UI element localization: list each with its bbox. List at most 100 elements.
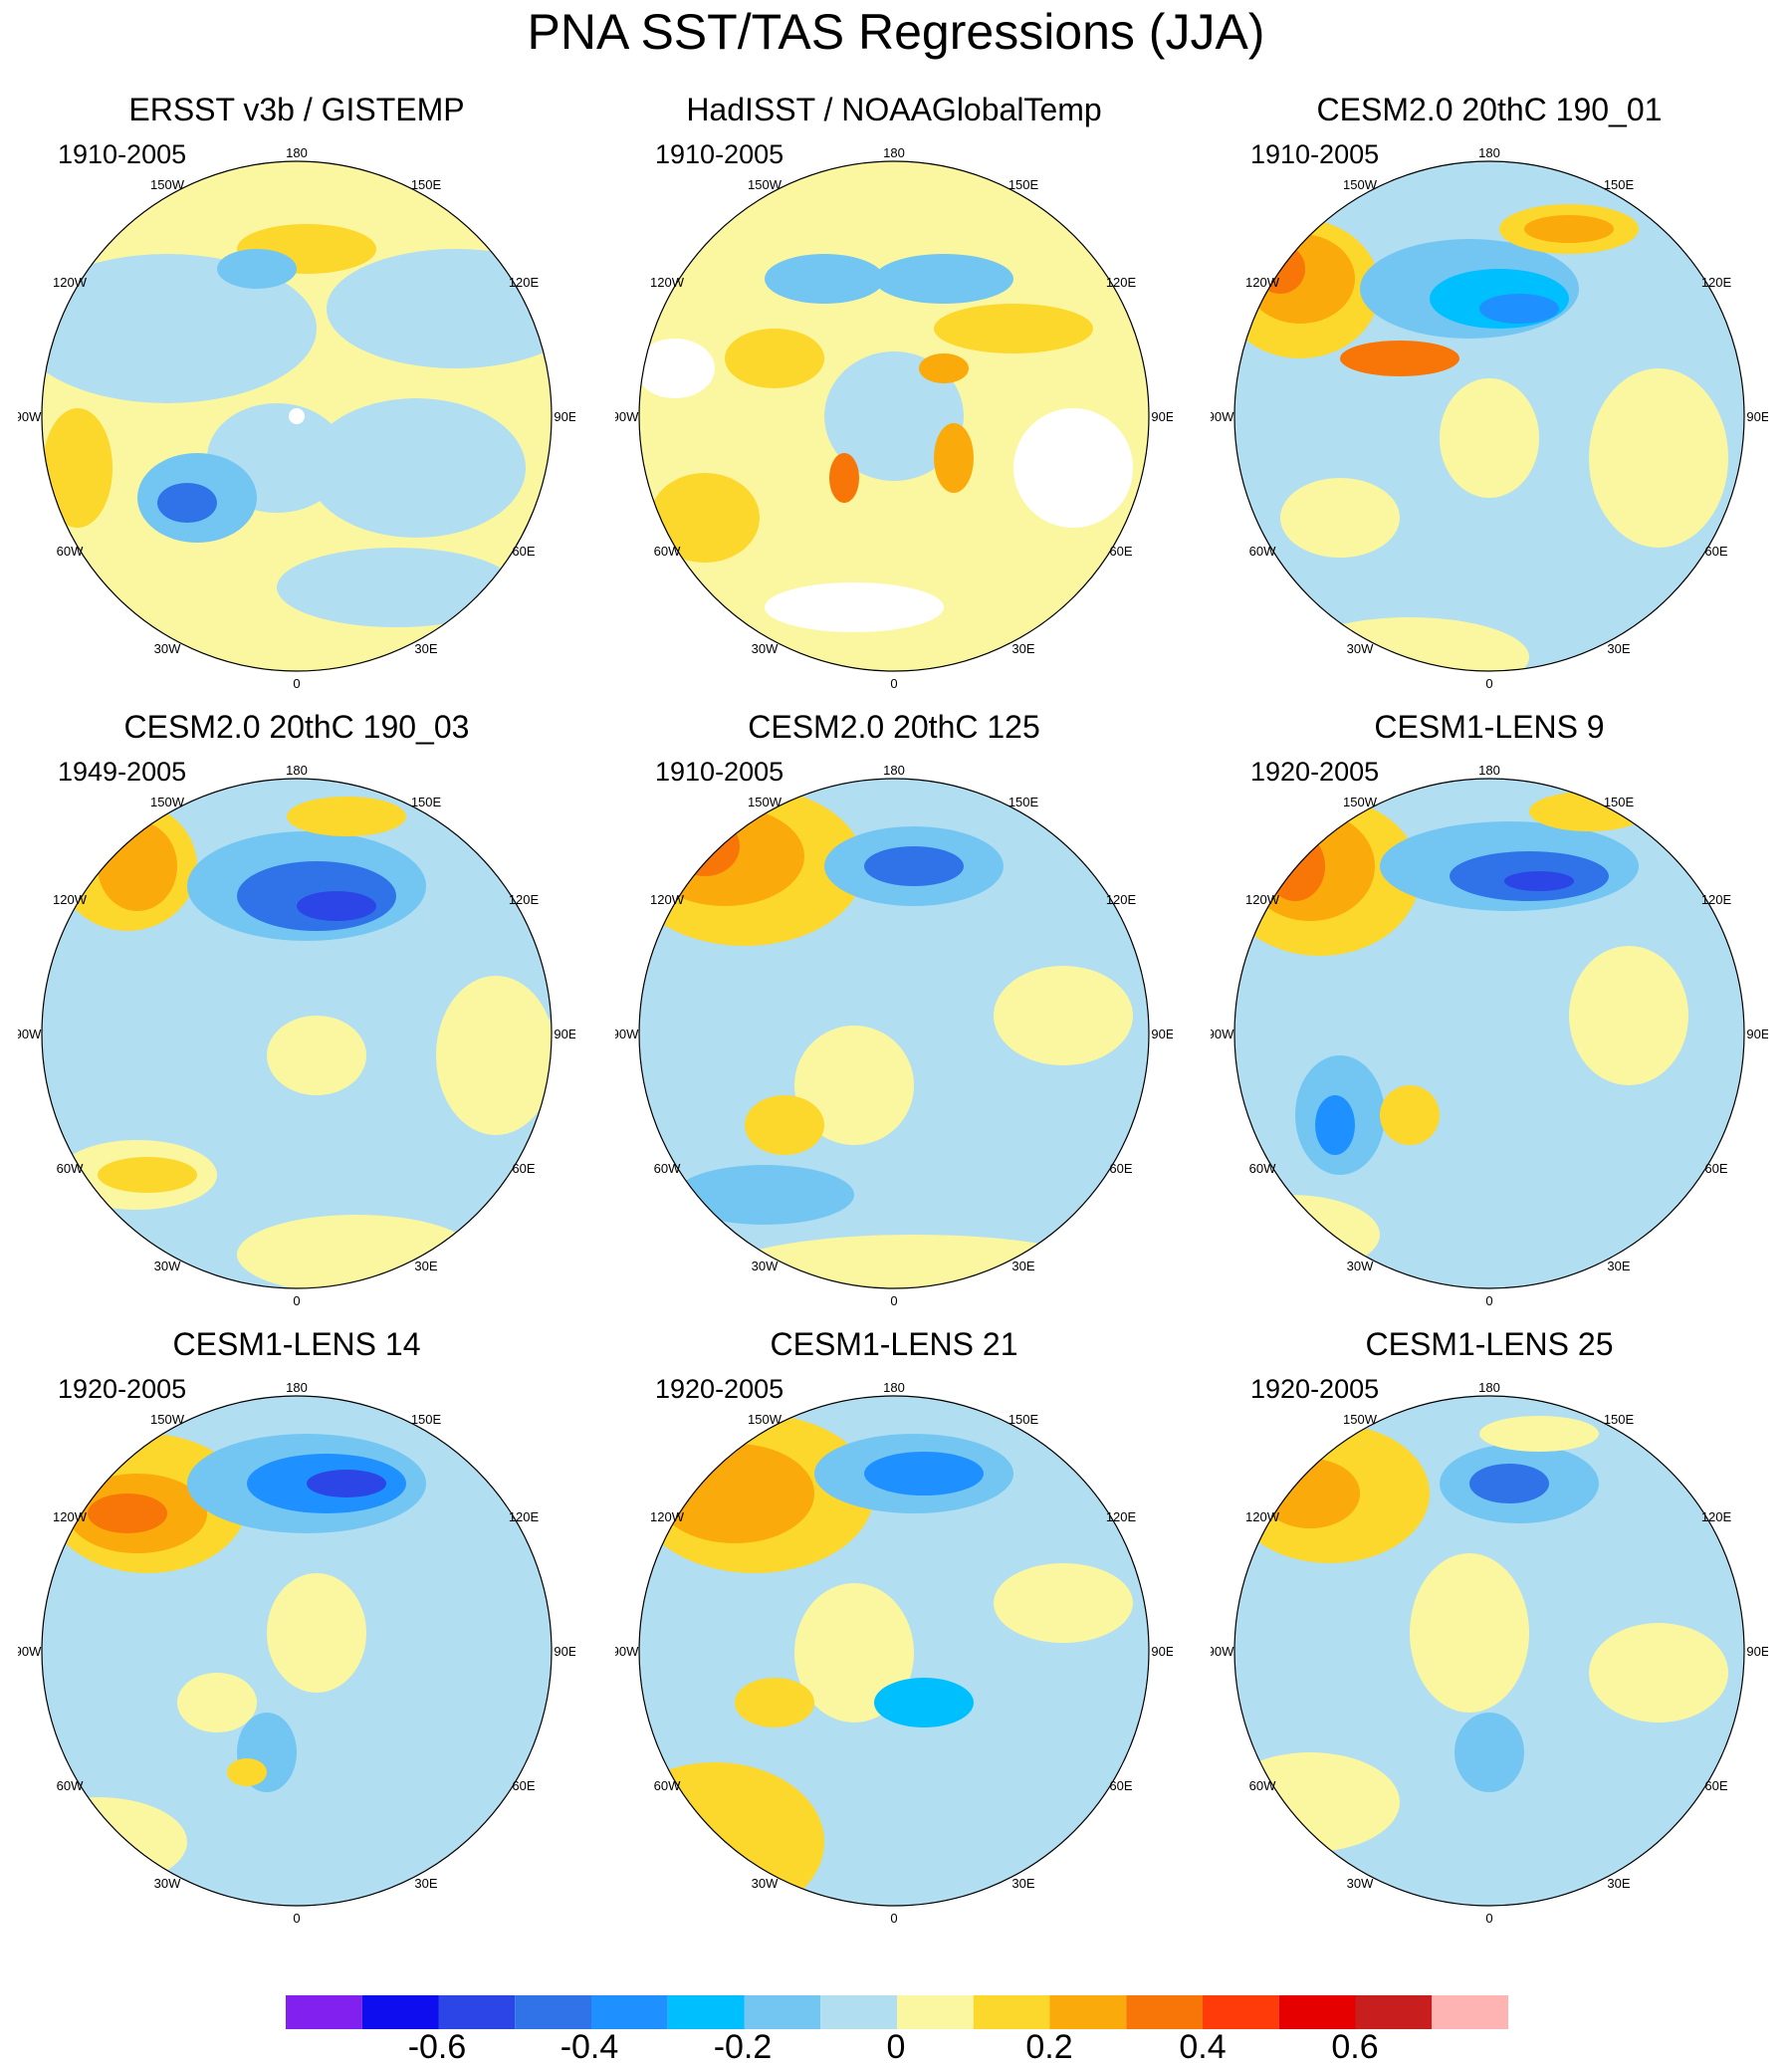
lon-label: 30W: [752, 1876, 779, 1891]
colorbar-tick-label: 0.6: [1331, 2028, 1379, 2066]
lon-label: 120W: [650, 275, 685, 290]
lon-label: 90E: [554, 1644, 575, 1659]
panel-title: CESM2.0 20thC 125: [748, 709, 1040, 745]
colorbar-swatch: [667, 1995, 745, 2029]
lon-label: 150E: [411, 795, 442, 809]
lon-label: 150E: [1604, 177, 1635, 192]
lon-label: 0: [1485, 1293, 1492, 1308]
lon-label: 150W: [748, 1412, 783, 1427]
lon-label: 60W: [57, 1161, 84, 1176]
lon-label: 180: [286, 763, 308, 778]
lon-label: 120E: [1701, 275, 1732, 290]
lon-label: 90W: [615, 1027, 639, 1041]
colorbar-swatch: [820, 1995, 897, 2029]
map-panel: CESM2.0 20thC 190_01 1910-2005 180 150E …: [1211, 90, 1768, 697]
lon-label: 60W: [654, 544, 681, 559]
lon-label: 180: [286, 145, 308, 160]
lon-label: 120W: [1245, 1509, 1280, 1524]
lon-label: 60E: [1109, 544, 1132, 559]
period-label: 1920-2005: [58, 1374, 187, 1404]
lon-label: 30W: [752, 1259, 779, 1273]
lon-label: 60W: [1249, 1161, 1276, 1176]
period-label: 1910-2005: [58, 139, 187, 169]
lon-label: 120W: [1245, 892, 1280, 907]
lon-label: 150E: [1008, 177, 1039, 192]
lon-label: 30E: [1607, 641, 1630, 656]
colorbar-tick-label: -0.2: [713, 2028, 773, 2066]
lon-label: 180: [1478, 1380, 1500, 1395]
lon-label: 180: [883, 763, 905, 778]
lon-label: 0: [890, 676, 897, 691]
lon-label: 30E: [1607, 1876, 1630, 1891]
lon-label: 90E: [1746, 1644, 1768, 1659]
polar-map: 180 150E 120E 90E 60E 30E 0 30W 60W 90W …: [1211, 763, 1768, 1308]
period-label: 1920-2005: [1250, 757, 1380, 787]
lon-label: 30W: [752, 641, 779, 656]
colorbar-swatch: [1203, 1995, 1279, 2029]
colorbar-swatch: [591, 1995, 668, 2029]
lon-label: 90W: [1211, 1027, 1234, 1041]
colorbar-swatch: [744, 1995, 821, 2029]
lon-label: 120W: [53, 275, 88, 290]
lon-label: 150W: [1343, 795, 1378, 809]
lon-label: 60W: [57, 544, 84, 559]
map-panel: CESM1-LENS 21 1920-2005 180 150E 120E 90…: [615, 1324, 1173, 1932]
lon-label: 30W: [154, 1876, 181, 1891]
colorbar-tick-label: -0.4: [560, 2028, 619, 2066]
lon-label: 90E: [1746, 409, 1768, 424]
lon-label: 60W: [1249, 544, 1276, 559]
lon-label: 30E: [414, 1876, 437, 1891]
lon-label: 0: [890, 1293, 897, 1308]
colorbar-swatch: [438, 1995, 516, 2029]
polar-map: 180 150E 120E 90E 60E 30E 0 30W 60W 90W …: [615, 145, 1173, 691]
colorbar-swatch: [1126, 1995, 1203, 2029]
colorbar-swatch: [286, 1995, 362, 2029]
lon-label: 180: [1478, 145, 1500, 160]
lon-label: 60W: [654, 1778, 681, 1793]
lon-label: 90E: [1151, 1027, 1173, 1041]
period-label: 1920-2005: [1250, 1374, 1380, 1404]
lon-label: 0: [293, 1911, 300, 1926]
lon-label: 150W: [150, 177, 185, 192]
lon-label: 120W: [650, 892, 685, 907]
lon-label: 0: [1485, 1911, 1492, 1926]
lon-label: 150E: [411, 177, 442, 192]
lon-label: 120E: [1701, 1509, 1732, 1524]
lon-label: 90W: [18, 409, 42, 424]
lon-label: 120E: [1106, 1509, 1137, 1524]
map-panel: CESM2.0 20thC 125 1910-2005 180 150E 120…: [615, 707, 1173, 1314]
lon-label: 30W: [1347, 1259, 1374, 1273]
map-panel: CESM1-LENS 14 1920-2005 180 150E 120E 90…: [18, 1324, 575, 1932]
lon-label: 150W: [150, 795, 185, 809]
panel-title: CESM2.0 20thC 190_01: [1316, 92, 1663, 127]
panel-title: CESM1-LENS 25: [1365, 1326, 1614, 1362]
lon-label: 120E: [509, 1509, 540, 1524]
lon-label: 60W: [57, 1778, 84, 1793]
lon-label: 90E: [1151, 1644, 1173, 1659]
lon-label: 120W: [650, 1509, 685, 1524]
lon-label: 120W: [53, 1509, 88, 1524]
map-panel: CESM1-LENS 9 1920-2005 180 150E 120E 90E…: [1211, 707, 1768, 1314]
lon-label: 30W: [154, 1259, 181, 1273]
lon-label: 0: [890, 1911, 897, 1926]
lon-label: 60W: [654, 1161, 681, 1176]
lon-label: 120E: [509, 275, 540, 290]
period-label: 1920-2005: [655, 1374, 784, 1404]
lon-label: 90W: [18, 1027, 42, 1041]
lon-label: 30E: [414, 641, 437, 656]
polar-map: 180 150E 120E 90E 60E 30E 0 30W 60W 90W …: [615, 763, 1173, 1308]
colorbar: [286, 1995, 1508, 2029]
period-label: 1910-2005: [655, 139, 784, 169]
lon-label: 120E: [1106, 275, 1137, 290]
panel-title: CESM1-LENS 9: [1374, 709, 1605, 745]
lon-label: 60E: [512, 1161, 535, 1176]
lon-label: 90E: [554, 1027, 575, 1041]
panel-title: CESM2.0 20thC 190_03: [123, 709, 470, 745]
lon-label: 60E: [1109, 1778, 1132, 1793]
panel-title: ERSST v3b / GISTEMP: [128, 92, 465, 127]
lon-label: 90E: [1151, 409, 1173, 424]
lon-label: 180: [883, 145, 905, 160]
map-panel: ERSST v3b / GISTEMP 1910-2005 180 150E 1…: [18, 90, 575, 697]
lon-label: 30W: [1347, 1876, 1374, 1891]
lon-label: 120E: [1701, 892, 1732, 907]
